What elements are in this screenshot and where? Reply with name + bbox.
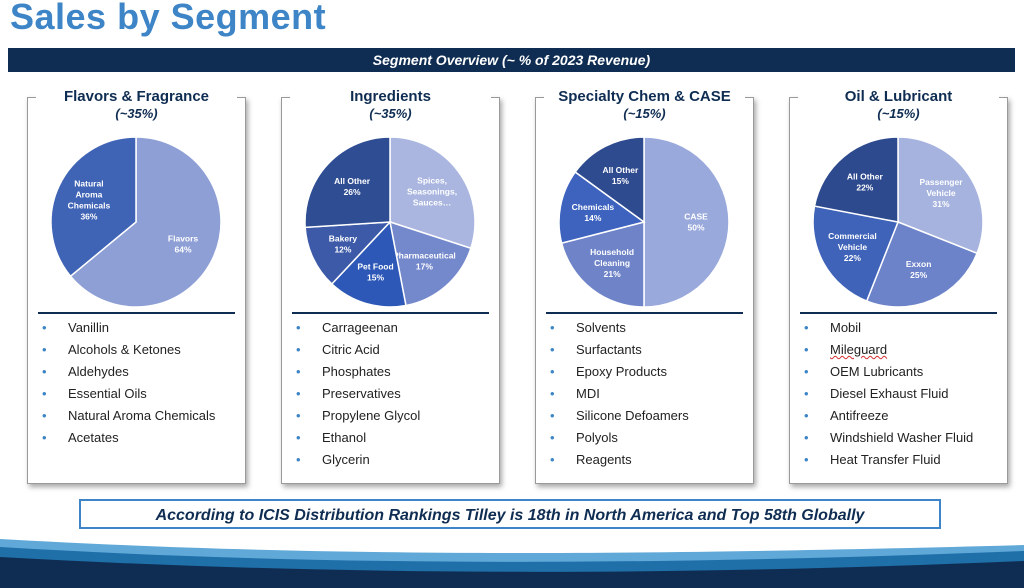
list-item: Preservatives (296, 386, 493, 402)
divider (38, 312, 235, 314)
pie-slice (812, 205, 900, 303)
panel-percent: (~35%) (115, 106, 158, 121)
list-item: Vanillin (42, 320, 239, 336)
pie-chart-specialty-chem-case: CASE 50% Household Cleaning 21% Chemicals 14% A… (558, 136, 730, 308)
pie-slice (560, 221, 645, 308)
list-item: Reagents (550, 452, 747, 468)
slice-label: All Other 26% (334, 176, 371, 197)
list-item: Acetates (42, 430, 239, 446)
slice-label: Pet Food 15% (357, 261, 393, 282)
pie-slice (865, 221, 979, 308)
panel-title: Oil & Lubricant (844, 88, 953, 105)
list-item: Mileguard (804, 342, 1001, 358)
panel-percent: (~15%) (877, 106, 920, 121)
product-list: Solvents Surfactants Epoxy Products MDI … (550, 320, 747, 474)
pie-slice (643, 136, 730, 308)
list-item: Aldehydes (42, 364, 239, 380)
pie-slice (50, 136, 137, 278)
pie-slice (304, 136, 391, 229)
panel-title: Flavors & Fragrance (63, 88, 210, 105)
pie-slice (813, 136, 899, 223)
pie-slice (69, 136, 222, 308)
list-item: OEM Lubricants (804, 364, 1001, 380)
slice-label: Spices, Seasonings, Sauces… (407, 175, 457, 207)
panel-percent: (~15%) (623, 106, 666, 121)
slice-label: Exxon 25% (906, 259, 932, 280)
panel-header: Flavors & Fragrance (~35%) (36, 88, 237, 122)
divider (546, 312, 743, 314)
slice-label: Bakery 12% (329, 234, 358, 255)
list-item: Mobil (804, 320, 1001, 336)
decorative-wave (0, 539, 1024, 588)
list-item: Essential Oils (42, 386, 239, 402)
panel-title: Ingredients (350, 88, 431, 105)
panel-oil-lubricant: Oil & Lubricant (~15%) Passenger Vehicle 3… (789, 88, 1008, 484)
slice-label: Commercial Vehicle 22% (828, 231, 877, 263)
slice-label: Pharmaceutical 17% (393, 251, 456, 272)
list-item: Citric Acid (296, 342, 493, 358)
panel-ingredients: Ingredients (~35%) Spices, Seasonings, Sau… (281, 88, 500, 484)
slice-label: Passenger Vehicle 31% (920, 177, 964, 209)
list-item: Polyols (550, 430, 747, 446)
pie-slice (558, 170, 646, 245)
list-item: Heat Transfer Fluid (804, 452, 1001, 468)
list-item: Glycerin (296, 452, 493, 468)
misspelled-word: Mileguard (830, 342, 888, 357)
divider (292, 312, 489, 314)
ranking-callout: According to ICIS Distribution Rankings … (79, 499, 941, 529)
list-item: Epoxy Products (550, 364, 747, 380)
list-item: MDI (550, 386, 747, 402)
list-item: Silicone Defoamers (550, 408, 747, 424)
list-item: Propylene Glycol (296, 408, 493, 424)
slice-label: Flavors 64% (168, 234, 199, 255)
panel-title: Specialty Chem & CASE (558, 88, 731, 105)
panel-specialty-chem-case: Specialty Chem & CASE (~15%) CASE 50% Hous… (535, 88, 754, 484)
segment-overview-banner: Segment Overview (~ % of 2023 Revenue) (8, 48, 1015, 72)
slice-label: Household Cleaning 21% (590, 247, 634, 279)
page-title: Sales by Segment (10, 0, 327, 37)
panel-header: Oil & Lubricant (~15%) (798, 88, 999, 122)
pie-chart-ingredients: Spices, Seasonings, Sauces… Pharmaceutical 1… (304, 136, 476, 308)
slice-label: Chemicals 14% (572, 202, 615, 223)
pie-slice (389, 220, 472, 307)
panel-header: Specialty Chem & CASE (~15%) (544, 88, 745, 122)
list-item: Windshield Washer Fluid (804, 430, 1001, 446)
panel-percent: (~35%) (369, 106, 412, 121)
slice-label: All Other 22% (847, 171, 884, 192)
pie-chart-flavors-fragrance: Flavors 64% Natural Aroma Chemicals 36% (50, 136, 222, 308)
slice-label: Natural Aroma Chemicals 36% (68, 178, 111, 221)
panel-flavors-fragrance: Flavors & Fragrance (~35%) Flavors 64% Nat… (27, 88, 246, 484)
pie-slice (389, 136, 476, 250)
pie-slice (897, 136, 984, 255)
product-list: Carrageenan Citric Acid Phosphates Prese… (296, 320, 493, 474)
pie-slice (330, 220, 407, 308)
list-item: Natural Aroma Chemicals (42, 408, 239, 424)
list-item: Antifreeze (804, 408, 1001, 424)
pie-slice (574, 136, 645, 224)
list-item: Surfactants (550, 342, 747, 358)
pie-chart-oil-lubricant: Passenger Vehicle 31% Exxon 25% Commercial Veh… (812, 136, 984, 308)
list-item: Carrageenan (296, 320, 493, 336)
pie-slice (304, 221, 392, 286)
slice-label: CASE 50% (684, 212, 708, 233)
divider (800, 312, 997, 314)
list-item: Alcohols & Ketones (42, 342, 239, 358)
product-list: Mobil Mileguard OEM Lubricants Diesel Ex… (804, 320, 1001, 474)
panel-header: Ingredients (~35%) (290, 88, 491, 122)
product-list: Vanillin Alcohols & Ketones Aldehydes Es… (42, 320, 239, 452)
list-item: Diesel Exhaust Fluid (804, 386, 1001, 402)
slice-label: All Other 15% (602, 165, 639, 186)
list-item: Ethanol (296, 430, 493, 446)
list-item: Phosphates (296, 364, 493, 380)
list-item: Solvents (550, 320, 747, 336)
